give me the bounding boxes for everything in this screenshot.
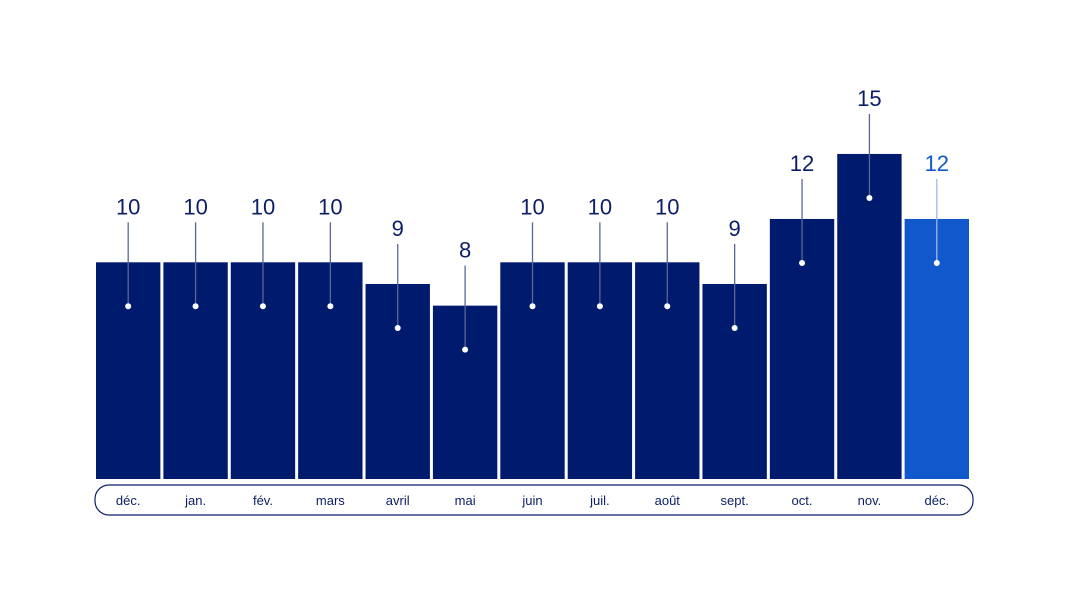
category-label-7: juil. [589, 493, 610, 508]
value-label-4: 9 [392, 216, 404, 241]
value-label-12: 12 [925, 151, 949, 176]
leader-dot-3 [327, 303, 334, 310]
value-label-5: 8 [459, 238, 471, 263]
leader-dot-0 [125, 303, 132, 310]
category-axis-frame [94, 484, 974, 516]
value-label-11: 15 [857, 86, 881, 111]
category-label-5: mai [455, 493, 476, 508]
leader-dot-2 [259, 303, 266, 310]
category-label-11: nov. [858, 493, 882, 508]
value-label-6: 10 [520, 194, 544, 219]
leaders-layer [125, 113, 940, 353]
category-label-6: juin [521, 493, 542, 508]
bars-layer [96, 153, 969, 479]
leader-dot-7 [596, 303, 603, 310]
category-label-10: oct. [792, 493, 813, 508]
category-label-9: sept. [721, 493, 749, 508]
leader-dot-11 [866, 194, 873, 201]
leader-dot-8 [664, 303, 671, 310]
value-label-9: 9 [729, 216, 741, 241]
leader-dot-9 [731, 324, 738, 331]
value-label-7: 10 [588, 194, 612, 219]
leader-dot-6 [529, 303, 536, 310]
leader-dot-1 [192, 303, 199, 310]
category-label-4: avril [386, 493, 410, 508]
category-label-3: mars [316, 493, 345, 508]
value-label-1: 10 [183, 194, 207, 219]
category-label-1: jan. [184, 493, 206, 508]
category-label-2: fév. [253, 493, 273, 508]
category-label-0: déc. [116, 493, 141, 508]
category-label-12: déc. [925, 493, 950, 508]
leader-dot-10 [799, 259, 806, 266]
category-label-8: août [655, 493, 681, 508]
value-label-0: 10 [116, 194, 140, 219]
value-label-8: 10 [655, 194, 679, 219]
leader-dot-5 [462, 346, 469, 353]
leader-dot-4 [394, 324, 401, 331]
value-labels-layer: 10 10 10 10 9 8 10 10 10 9 12 15 12 [116, 86, 949, 263]
value-label-10: 12 [790, 151, 814, 176]
value-label-2: 10 [251, 194, 275, 219]
category-labels-layer: déc. jan. fév. mars avril mai juin juil. août sep… [116, 493, 949, 508]
bar-11 [837, 153, 902, 479]
leader-dot-12 [933, 259, 940, 266]
value-label-3: 10 [318, 194, 342, 219]
